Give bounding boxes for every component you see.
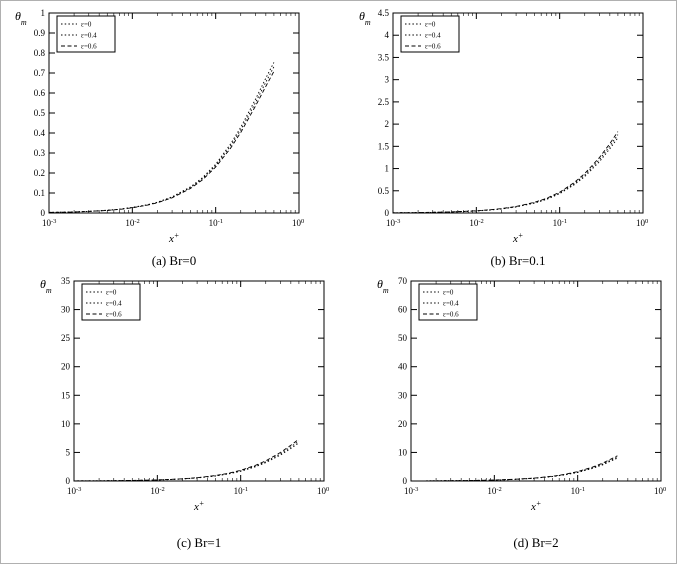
svg-text:0.6: 0.6 [34,88,46,98]
svg-text:10-1: 10-1 [571,486,585,497]
svg-text:10-3: 10-3 [404,486,418,497]
subplot-d: 10-3 10-2 10-1 100 0 10 20 30 40 50 60 70 ε=0 ε=0.4 ε=… [371,271,671,551]
svg-text:100: 100 [317,486,329,497]
svg-text:x+: x+ [193,499,204,514]
svg-text:ε=0.6: ε=0.6 [106,311,122,319]
svg-text:1.5: 1.5 [378,141,390,151]
subplot-c: 10-3 10-2 10-1 100 0 5 10 15 20 25 30 35 ε=0 ε=0.4 ε=0… [34,271,334,551]
svg-text:10-3: 10-3 [42,218,56,229]
svg-text:30: 30 [61,305,71,315]
svg-text:θm: θm [40,277,52,295]
svg-text:ε=0.4: ε=0.4 [425,32,441,40]
subplot-b: 10-3 10-2 10-1 100 0 0.5 1 1.5 2 2.5 3 3.5 4 4.5 ε=0 ε=… [353,3,653,269]
svg-text:0.1: 0.1 [34,188,45,198]
svg-text:100: 100 [654,486,666,497]
svg-text:1: 1 [41,8,46,18]
caption-a: (a) Br=0 [151,253,197,268]
svg-text:0.5: 0.5 [34,108,46,118]
svg-text:50: 50 [398,333,408,343]
svg-text:θm: θm [377,277,389,295]
svg-text:10-3: 10-3 [386,218,400,229]
svg-text:ε=0.6: ε=0.6 [443,311,459,319]
chart-svg-d: 10-3 10-2 10-1 100 0 10 20 30 40 50 60 70 ε=0 ε=0.4 ε=… [377,276,666,514]
svg-text:2.5: 2.5 [378,97,390,107]
svg-text:10-2: 10-2 [125,218,139,229]
svg-text:4: 4 [385,30,390,40]
svg-text:10-1: 10-1 [553,218,567,229]
svg-text:ε=0.6: ε=0.6 [425,43,441,51]
svg-text:10: 10 [61,419,71,429]
svg-text:0: 0 [41,208,46,218]
svg-text:10-1: 10-1 [234,486,248,497]
svg-text:3.5: 3.5 [378,52,390,62]
chart-br2: 10-3 10-2 10-1 100 0 10 20 30 40 50 60 70 ε=0 ε=0.4 ε=… [371,271,671,521]
svg-text:θm: θm [359,9,371,27]
svg-text:x+: x+ [530,499,541,514]
svg-text:0.7: 0.7 [34,68,46,78]
svg-text:100: 100 [636,218,648,229]
svg-text:ε=0.4: ε=0.4 [106,300,122,308]
svg-text:ε=0: ε=0 [443,289,454,297]
svg-text:20: 20 [61,362,71,372]
svg-text:ε=0.4: ε=0.4 [443,300,459,308]
svg-text:0.5: 0.5 [378,186,390,196]
svg-text:10-1: 10-1 [209,218,223,229]
svg-text:30: 30 [398,390,408,400]
svg-text:x+: x+ [168,231,179,246]
subplot-a: 10-3 10-2 10-1 100 0 0.1 0.2 0.3 0.4 0.5 0.6 0.7 0.8… [9,3,309,269]
svg-text:70: 70 [398,276,408,286]
svg-text:10-3: 10-3 [67,486,81,497]
svg-text:ε=0.6: ε=0.6 [81,43,97,51]
caption-c: (c) Br=1 [176,535,222,550]
svg-text:25: 25 [61,333,71,343]
svg-text:35: 35 [61,276,71,286]
svg-text:10-2: 10-2 [469,218,483,229]
caption-d: (d) Br=2 [513,535,559,550]
svg-text:60: 60 [398,305,408,315]
caption-b: (b) Br=0.1 [490,253,546,268]
chart-svg-b: 10-3 10-2 10-1 100 0 0.5 1 1.5 2 2.5 3 3.5 4 4.5 ε=0 ε=… [359,8,648,246]
svg-text:40: 40 [398,362,408,372]
chart-svg-c: 10-3 10-2 10-1 100 0 5 10 15 20 25 30 35 ε=0 ε=0.4 ε=0… [40,276,329,514]
chart-br0: 10-3 10-2 10-1 100 0 0.1 0.2 0.3 0.4 0.5 0.6 0.7 0.8… [9,3,309,253]
svg-text:15: 15 [61,390,71,400]
svg-text:10-2: 10-2 [487,486,501,497]
svg-text:4.5: 4.5 [378,8,390,18]
svg-text:10: 10 [398,447,408,457]
svg-text:10-2: 10-2 [150,486,164,497]
svg-text:3: 3 [385,75,390,85]
chart-svg-a: 10-3 10-2 10-1 100 0 0.1 0.2 0.3 0.4 0.5 0.6 0.7 0.8… [15,8,304,246]
svg-text:0.4: 0.4 [34,128,46,138]
chart-br0p1: 10-3 10-2 10-1 100 0 0.5 1 1.5 2 2.5 3 3.5 4 4.5 ε=0 ε=… [353,3,653,253]
svg-text:0.8: 0.8 [34,48,46,58]
svg-text:0.9: 0.9 [34,28,46,38]
svg-text:ε=0: ε=0 [425,21,436,29]
svg-text:0.2: 0.2 [34,168,45,178]
svg-text:2: 2 [385,119,390,129]
svg-text:0: 0 [403,476,408,486]
svg-text:20: 20 [398,419,408,429]
svg-text:ε=0: ε=0 [106,289,117,297]
svg-text:ε=0: ε=0 [81,21,92,29]
svg-text:5: 5 [66,447,71,457]
svg-text:0.3: 0.3 [34,148,46,158]
chart-br1: 10-3 10-2 10-1 100 0 5 10 15 20 25 30 35 ε=0 ε=0.4 ε=0… [34,271,334,521]
svg-text:0: 0 [66,476,71,486]
svg-text:1: 1 [385,164,390,174]
svg-text:100: 100 [292,218,304,229]
svg-text:0: 0 [385,208,390,218]
svg-text:x+: x+ [512,231,523,246]
svg-text:ε=0.4: ε=0.4 [81,32,97,40]
svg-text:θm: θm [15,9,27,27]
